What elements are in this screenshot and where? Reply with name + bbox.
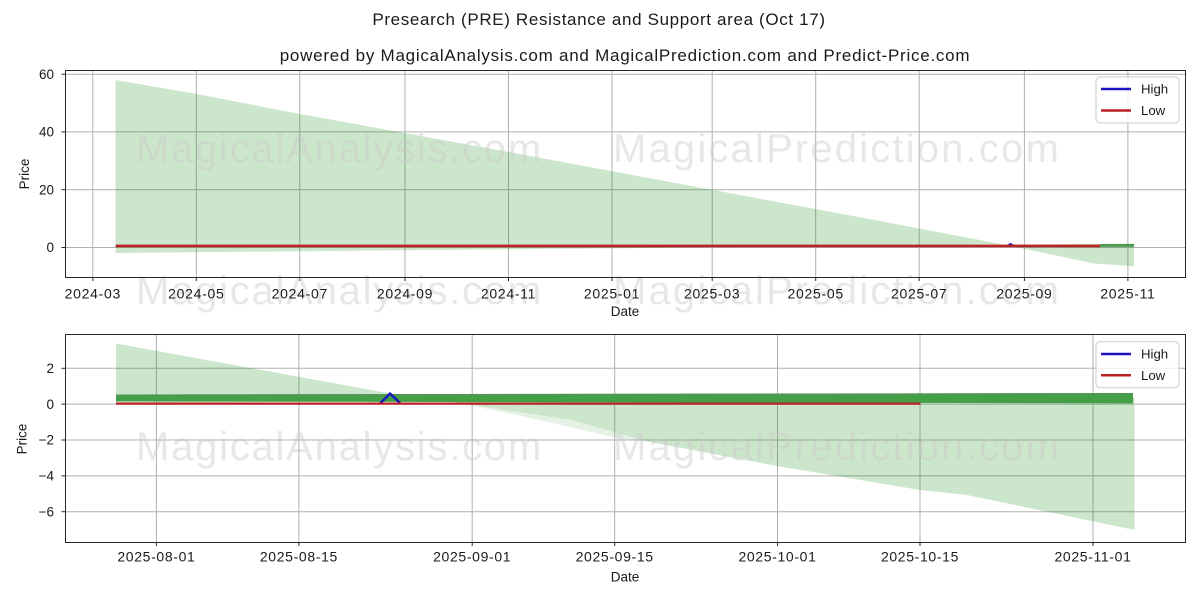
svg-text:2025-11-01: 2025-11-01 bbox=[1054, 548, 1131, 564]
svg-text:Price: Price bbox=[17, 159, 32, 190]
svg-text:60: 60 bbox=[39, 67, 54, 82]
svg-text:2025-10-01: 2025-10-01 bbox=[738, 548, 816, 564]
svg-text:2025-03: 2025-03 bbox=[684, 285, 740, 301]
svg-text:Price: Price bbox=[15, 424, 30, 455]
svg-text:MagicalPrediction.com: MagicalPrediction.com bbox=[613, 269, 1061, 313]
svg-text:2024-07: 2024-07 bbox=[272, 285, 328, 301]
svg-text:2: 2 bbox=[46, 361, 54, 376]
svg-text:0: 0 bbox=[46, 240, 54, 255]
svg-text:Low: Low bbox=[1141, 103, 1166, 118]
svg-text:2025-09: 2025-09 bbox=[996, 285, 1052, 301]
svg-text:2024-03: 2024-03 bbox=[65, 285, 121, 301]
svg-text:−2: −2 bbox=[39, 433, 54, 448]
svg-text:2025-08-01: 2025-08-01 bbox=[117, 548, 195, 564]
svg-text:−6: −6 bbox=[39, 504, 54, 519]
svg-text:Presearch (PRE) Resistance and: Presearch (PRE) Resistance and Support a… bbox=[372, 10, 825, 29]
svg-text:MagicalAnalysis.com: MagicalAnalysis.com bbox=[136, 425, 543, 469]
svg-text:20: 20 bbox=[39, 182, 54, 197]
svg-text:−4: −4 bbox=[39, 469, 55, 484]
svg-text:High: High bbox=[1141, 82, 1168, 97]
svg-text:2025-10-15: 2025-10-15 bbox=[881, 548, 959, 564]
svg-text:Date: Date bbox=[611, 304, 640, 319]
svg-text:powered by MagicalAnalysis.com: powered by MagicalAnalysis.com and Magic… bbox=[280, 46, 971, 65]
svg-text:2025-05: 2025-05 bbox=[788, 285, 844, 301]
svg-text:0: 0 bbox=[46, 397, 54, 412]
svg-text:MagicalPrediction.com: MagicalPrediction.com bbox=[613, 425, 1061, 469]
svg-text:2025-11: 2025-11 bbox=[1100, 285, 1155, 301]
svg-text:2025-07: 2025-07 bbox=[891, 285, 947, 301]
svg-text:2024-11: 2024-11 bbox=[481, 285, 536, 301]
svg-text:2024-05: 2024-05 bbox=[168, 285, 224, 301]
svg-text:Date: Date bbox=[611, 570, 640, 585]
svg-text:MagicalAnalysis.com: MagicalAnalysis.com bbox=[136, 127, 543, 171]
svg-text:MagicalAnalysis.com: MagicalAnalysis.com bbox=[136, 269, 543, 313]
svg-text:2025-09-15: 2025-09-15 bbox=[576, 548, 654, 564]
svg-text:High: High bbox=[1141, 347, 1168, 362]
svg-text:Low: Low bbox=[1141, 368, 1166, 383]
svg-text:2024-09: 2024-09 bbox=[377, 285, 433, 301]
svg-text:2025-09-01: 2025-09-01 bbox=[433, 548, 511, 564]
svg-text:40: 40 bbox=[39, 125, 54, 140]
svg-text:MagicalPrediction.com: MagicalPrediction.com bbox=[613, 127, 1061, 171]
svg-text:2025-08-15: 2025-08-15 bbox=[260, 548, 338, 564]
svg-text:2025-01: 2025-01 bbox=[584, 285, 640, 301]
